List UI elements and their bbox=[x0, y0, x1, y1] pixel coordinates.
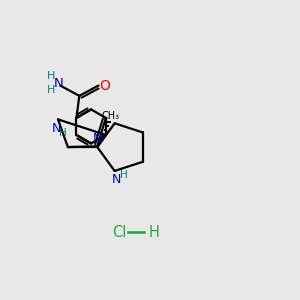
Text: H: H bbox=[46, 85, 55, 95]
Text: O: O bbox=[100, 79, 110, 93]
Text: H: H bbox=[46, 71, 55, 81]
Text: N: N bbox=[93, 131, 102, 145]
Text: H: H bbox=[120, 170, 128, 180]
Text: H: H bbox=[59, 128, 67, 138]
Text: N: N bbox=[52, 122, 61, 135]
Text: CH₃: CH₃ bbox=[101, 111, 120, 121]
Text: Cl: Cl bbox=[112, 225, 126, 240]
Text: H: H bbox=[148, 225, 159, 240]
Text: N: N bbox=[111, 173, 121, 186]
Text: N: N bbox=[54, 77, 64, 90]
